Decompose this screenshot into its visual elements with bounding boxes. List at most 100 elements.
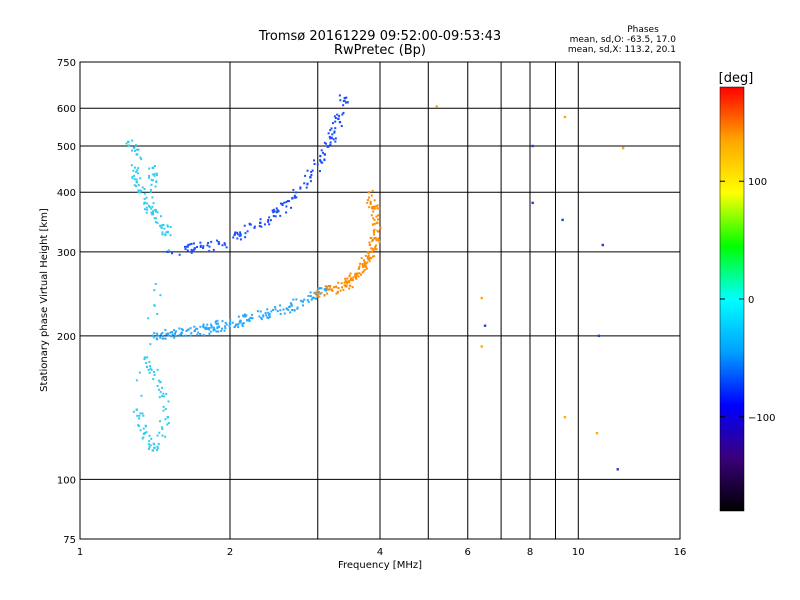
- data-point: [348, 281, 351, 284]
- data-point: [137, 189, 140, 192]
- y-tick-label: 200: [57, 332, 76, 343]
- data-point: [174, 332, 177, 335]
- data-point: [229, 318, 232, 321]
- data-point: [299, 187, 302, 190]
- data-point: [290, 303, 293, 306]
- data-point: [171, 333, 174, 336]
- data-point: [378, 238, 381, 241]
- data-point: [221, 320, 224, 323]
- data-point: [160, 426, 163, 429]
- data-point: [313, 159, 316, 162]
- data-point: [317, 290, 320, 293]
- data-point: [373, 207, 376, 210]
- data-point: [170, 335, 173, 338]
- data-point: [371, 206, 374, 209]
- data-point: [306, 182, 309, 185]
- data-point: [320, 287, 323, 290]
- data-point: [152, 202, 155, 205]
- data-point: [190, 248, 193, 251]
- data-point: [221, 244, 224, 247]
- data-point: [132, 169, 135, 172]
- data-point: [293, 194, 296, 197]
- data-point: [331, 122, 334, 125]
- data-point: [141, 186, 144, 189]
- data-point: [480, 345, 483, 348]
- data-point: [372, 249, 375, 252]
- data-point: [208, 328, 211, 331]
- data-point: [199, 325, 202, 328]
- data-point: [371, 247, 374, 250]
- data-point: [213, 328, 216, 331]
- data-point: [148, 434, 151, 437]
- data-point: [214, 320, 217, 323]
- data-point: [189, 327, 192, 330]
- data-point: [237, 315, 240, 318]
- data-point: [319, 154, 322, 157]
- data-point: [339, 120, 342, 123]
- data-point: [199, 333, 202, 336]
- data-point: [163, 227, 166, 230]
- data-point: [178, 253, 181, 256]
- data-point: [162, 409, 165, 412]
- data-point: [370, 214, 373, 217]
- data-point: [239, 232, 242, 235]
- data-point: [374, 222, 377, 225]
- data-point: [215, 330, 218, 333]
- data-point: [341, 113, 344, 116]
- data-point: [167, 334, 170, 337]
- data-point: [143, 431, 147, 435]
- chart-subtitle: RwPretec (Bp): [334, 43, 426, 58]
- data-point: [153, 373, 156, 376]
- data-point: [223, 325, 226, 328]
- data-point: [483, 324, 487, 327]
- data-point: [376, 221, 379, 225]
- data-point: [152, 378, 155, 381]
- data-point: [145, 196, 148, 199]
- data-point: [197, 331, 200, 334]
- data-point: [236, 231, 239, 234]
- data-point: [146, 208, 149, 211]
- data-point: [155, 180, 158, 183]
- data-point: [371, 207, 374, 210]
- data-point: [270, 310, 273, 313]
- phases-line-o: mean, sd,O: -63.5, 17.0: [570, 35, 677, 45]
- data-point: [216, 326, 219, 329]
- data-point: [185, 330, 188, 333]
- data-point: [233, 233, 236, 236]
- data-point: [258, 315, 261, 318]
- data-point: [156, 332, 159, 335]
- data-point: [148, 445, 151, 448]
- data-point: [189, 243, 192, 246]
- data-point: [192, 248, 195, 251]
- data-point: [259, 310, 262, 313]
- data-point: [273, 210, 276, 213]
- data-point: [202, 245, 205, 248]
- data-point: [169, 234, 172, 237]
- data-point: [336, 113, 339, 116]
- data-point: [345, 285, 348, 288]
- data-point: [153, 174, 156, 177]
- data-point: [139, 177, 142, 180]
- data-point: [302, 304, 305, 307]
- data-point: [196, 327, 199, 330]
- data-point: [146, 366, 149, 369]
- data-point: [246, 230, 249, 233]
- x-tick-label: 6: [465, 547, 471, 558]
- data-point: [283, 201, 286, 204]
- data-point: [351, 286, 354, 289]
- data-point: [233, 232, 236, 235]
- data-point: [266, 316, 269, 319]
- data-point: [316, 289, 319, 292]
- data-point: [165, 392, 168, 395]
- data-point: [152, 173, 155, 176]
- data-point: [369, 236, 372, 239]
- data-point: [155, 449, 158, 452]
- data-point: [370, 250, 373, 254]
- data-point: [357, 267, 360, 270]
- data-point: [190, 242, 193, 245]
- data-point: [345, 101, 348, 104]
- data-point: [149, 444, 152, 447]
- data-point: [130, 164, 133, 167]
- data-point: [153, 446, 156, 449]
- data-point: [248, 320, 251, 323]
